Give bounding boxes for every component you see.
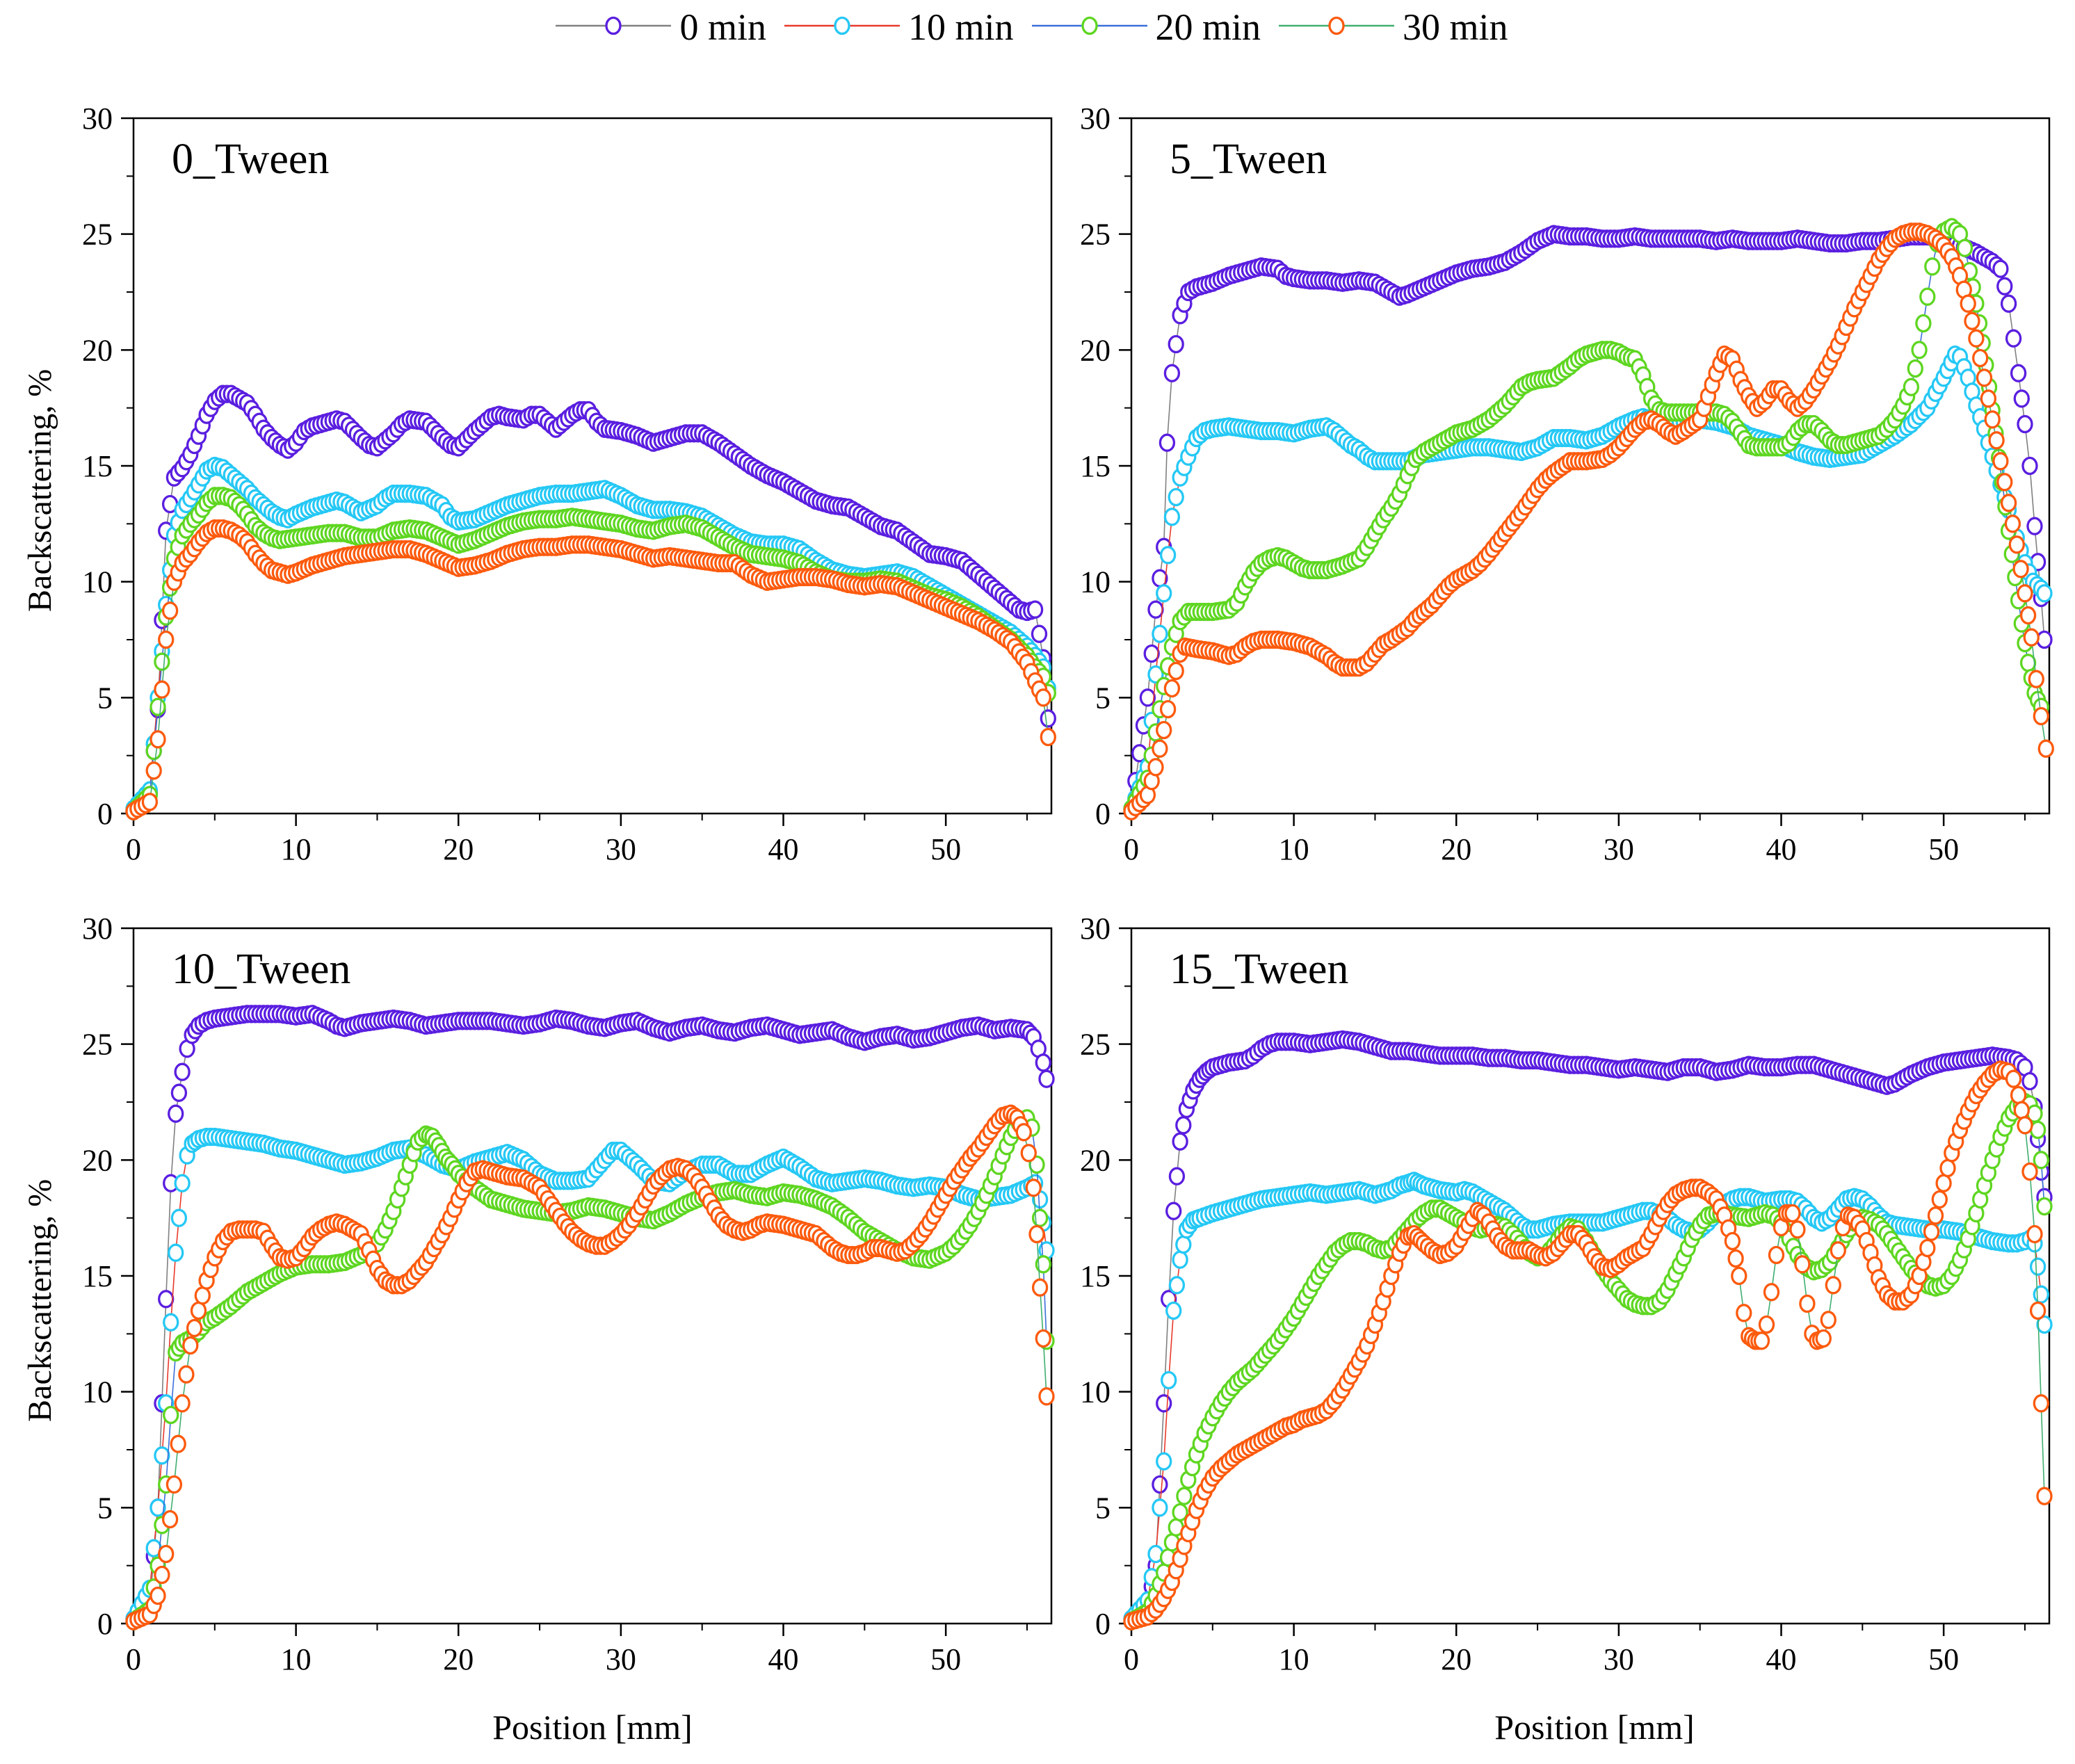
- x-tick-label: 50: [930, 832, 961, 866]
- series-markers-0min: [1123, 1030, 2053, 1628]
- series-markers-20min: [1123, 1092, 2053, 1631]
- series-markers-10min: [1123, 345, 2053, 818]
- x-tick-label: 10: [281, 1642, 312, 1676]
- y-tick-label: 10: [82, 565, 113, 599]
- series-markers-30min: [1123, 1060, 2053, 1631]
- x-tick-label: 30: [606, 1642, 636, 1676]
- legend-item-20min: 20 min: [1031, 6, 1274, 49]
- y-tick-label: 5: [1095, 1491, 1111, 1525]
- y-tick-label: 30: [82, 912, 113, 946]
- x-tick-label: 10: [1279, 1642, 1309, 1676]
- x-tick-label: 40: [768, 1642, 799, 1676]
- x-tick-label: 0: [1124, 1642, 1139, 1676]
- x-tick-label: 20: [1441, 1642, 1471, 1676]
- panel-title-15-tween: 15_Tween: [1170, 946, 1349, 993]
- panel-5-tween-canvas: 0 10 20 30 40 50 0 5 10 15 20 25 30: [1080, 102, 2054, 866]
- y-tick-label: 10: [82, 1375, 113, 1409]
- y-tick-label: 0: [1095, 1607, 1111, 1641]
- y-tick-label: 15: [82, 449, 113, 483]
- y-tick-label: 25: [82, 1028, 113, 1062]
- legend-marker-30min-icon: [1277, 9, 1396, 46]
- panel-title-5-tween: 5_Tween: [1170, 136, 1327, 183]
- plot-frame: [132, 117, 1053, 815]
- x-tick-label: 40: [1766, 832, 1797, 866]
- y-tick-label: 30: [82, 102, 113, 136]
- series-markers-20min: [125, 487, 1056, 820]
- series-line-0min: [133, 1013, 1047, 1619]
- x-tick-label: 40: [1766, 1642, 1797, 1676]
- x-tick-label: 20: [1441, 832, 1471, 866]
- y-tick-label: 20: [82, 333, 113, 367]
- legend-item-0min: 0 min: [554, 6, 779, 49]
- series-markers-0min: [125, 385, 1056, 820]
- x-tick-label: 0: [126, 832, 141, 866]
- y-tick-label: 10: [1080, 565, 1111, 599]
- x-tick-label: 10: [1279, 832, 1309, 866]
- legend-item-30min: 30 min: [1277, 6, 1521, 49]
- y-tick-label: 10: [1080, 1375, 1111, 1409]
- y-tick-label: 20: [82, 1143, 113, 1177]
- legend-label: 20 min: [1155, 6, 1261, 48]
- x-tick-label: 30: [606, 832, 636, 866]
- x-tick-label: 50: [1928, 832, 1959, 866]
- legend-label: 10 min: [907, 6, 1014, 48]
- legend-marker-10min-icon: [783, 9, 901, 46]
- legend-marker-0min-icon: [554, 9, 672, 46]
- series-markers-0min: [1123, 225, 2053, 818]
- x-tick-label: 0: [126, 1642, 141, 1676]
- y-tick-label: 5: [97, 1491, 113, 1525]
- x-tick-label: 40: [768, 832, 799, 866]
- y-tick-label: 25: [1080, 218, 1111, 252]
- y-tick-label: 0: [97, 1607, 113, 1641]
- y-tick-label: 15: [1080, 1259, 1111, 1293]
- legend-label: 0 min: [679, 6, 766, 48]
- x-tick-label: 10: [281, 832, 312, 866]
- y-tick-label: 30: [1080, 912, 1111, 946]
- y-tick-label: 20: [1080, 1143, 1111, 1177]
- panel-0-tween-canvas: 0 10 20 30 40 50 0 5 10 15 20 25 30: [82, 102, 1056, 866]
- panel-15-tween-canvas: 0 10 20 30 40 50 0 5 10 15 20 25 30: [1080, 912, 2053, 1676]
- y-tick-label: 0: [1095, 797, 1111, 831]
- panel-title-10-tween: 10_Tween: [172, 946, 351, 993]
- series-line-0min: [1131, 233, 2045, 809]
- x-axis-label-left: Position [mm]: [492, 1708, 693, 1747]
- series-line-0min: [1131, 1039, 2045, 1619]
- x-axis-label-right: Position [mm]: [1494, 1708, 1695, 1747]
- y-tick-label: 15: [82, 1259, 113, 1293]
- series-line-30min: [1131, 231, 2047, 812]
- series-line-0min: [133, 393, 1049, 812]
- y-axis-label-top: Backscattering, %: [22, 369, 58, 612]
- series-markers-30min: [125, 1104, 1055, 1631]
- x-tick-label: 20: [443, 832, 474, 866]
- series-markers-20min: [1123, 218, 2049, 818]
- panel-title-0-tween: 0_Tween: [172, 136, 330, 183]
- x-tick-label: 20: [443, 1642, 474, 1676]
- y-tick-label: 25: [1080, 1028, 1111, 1062]
- legend: 0 min 10 min 20 min 30 min: [0, 6, 2075, 49]
- y-tick-label: 20: [1080, 333, 1111, 367]
- legend-label: 30 min: [1403, 6, 1508, 48]
- x-tick-label: 30: [1604, 1642, 1634, 1676]
- series-markers-30min: [125, 519, 1056, 820]
- x-tick-label: 50: [930, 1642, 961, 1676]
- series-line-20min: [1131, 226, 2042, 809]
- legend-item-10min: 10 min: [783, 6, 1026, 49]
- y-tick-label: 15: [1080, 449, 1111, 483]
- x-tick-label: 50: [1928, 1642, 1959, 1676]
- y-tick-label: 30: [1080, 102, 1111, 136]
- y-tick-label: 5: [97, 681, 113, 715]
- panel-10-tween-canvas: 0 10 20 30 40 50 0 5 10 15 20 25 30: [82, 912, 1055, 1676]
- x-tick-label: 30: [1604, 832, 1634, 866]
- y-tick-label: 5: [1095, 681, 1111, 715]
- y-axis-label-bottom: Backscattering, %: [22, 1179, 58, 1422]
- series-markers-0min: [125, 1005, 1055, 1628]
- y-tick-label: 25: [82, 218, 113, 252]
- legend-marker-20min-icon: [1031, 9, 1149, 46]
- series-markers-30min: [1123, 222, 2054, 820]
- y-tick-label: 0: [97, 797, 113, 831]
- x-tick-label: 0: [1124, 832, 1139, 866]
